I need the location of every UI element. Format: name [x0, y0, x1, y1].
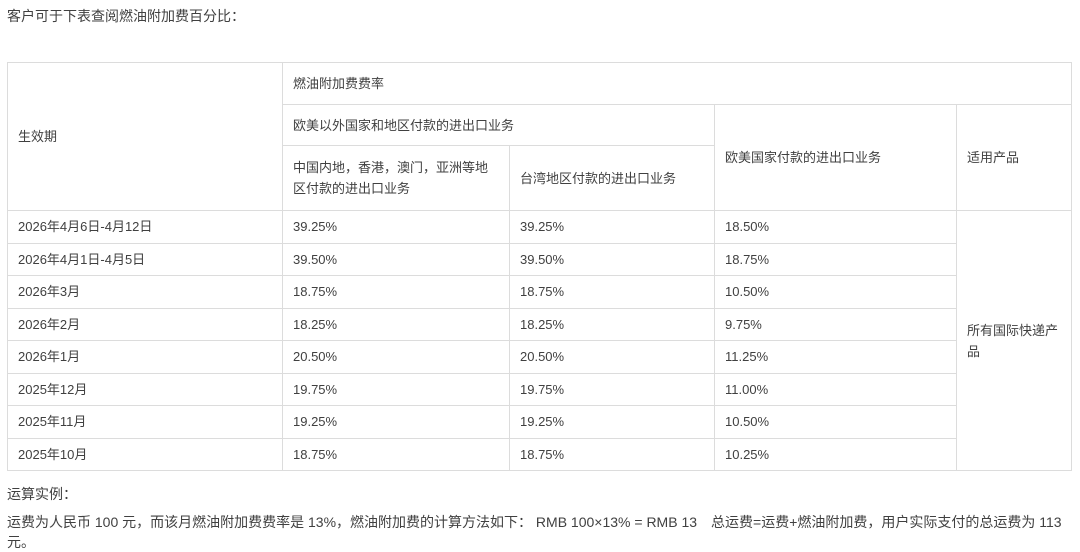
table-row: 2026年2月 18.25% 18.25% 9.75% [7, 307, 1072, 341]
rate-cell-cn-hk-mo-asia: 19.25% [282, 405, 510, 439]
header-row-1: 生效期 燃油附加费费率 [7, 62, 1073, 211]
rate-cell-cn-hk-mo-asia: 19.75% [282, 372, 510, 406]
rate-cell-western: 10.50% [714, 275, 957, 309]
calculation-example-label: 运算实例： [7, 486, 77, 502]
rate-cell-cn-hk-mo-asia: 39.50% [282, 242, 510, 276]
period-cell: 2026年2月 [7, 307, 283, 341]
rate-cell-cn-hk-mo-asia: 18.25% [282, 307, 510, 341]
table-row: 2025年10月 18.75% 18.75% 10.25% [7, 437, 1072, 471]
header-applicable-products: 适用产品 [955, 104, 1073, 211]
rate-cell-cn-hk-mo-asia: 20.50% [282, 340, 510, 374]
rate-cell-taiwan: 18.75% [509, 275, 715, 309]
header-row-3: 中国内地，香港，澳门，亚洲等地区付款的进出口业务 台湾地区付款的进出口业务 [8, 145, 1072, 211]
header-effective-period: 生效期 [7, 62, 283, 211]
header-cn-hk-mo-asia: 中国内地，香港，澳门，亚洲等地区付款的进出口业务 [282, 145, 510, 211]
rate-cell-western: 11.00% [714, 372, 957, 406]
rate-cell-western: 10.50% [714, 405, 957, 439]
period-cell: 2025年12月 [7, 372, 283, 406]
period-cell: 2026年3月 [7, 275, 283, 309]
rate-cell-western: 9.75% [714, 307, 957, 341]
period-cell: 2025年10月 [7, 437, 283, 471]
period-cell: 2025年11月 [7, 405, 283, 439]
period-cell: 2026年4月1日-4月5日 [7, 242, 283, 276]
rate-cell-cn-hk-mo-asia: 18.75% [282, 275, 510, 309]
table-row: 2026年1月 20.50% 20.50% 11.25% [7, 340, 1072, 374]
table-row: 2025年11月 19.25% 19.25% 10.50% [7, 405, 1072, 439]
rate-cell-taiwan: 39.50% [509, 242, 715, 276]
period-cell: 2026年4月6日-4月12日 [7, 210, 283, 244]
table-row: 2026年4月1日-4月5日 39.50% 39.50% 18.75% [7, 242, 1072, 276]
rate-cell-taiwan: 20.50% [509, 340, 715, 374]
table-row: 2026年3月 18.75% 18.75% 10.50% [7, 275, 1072, 309]
rate-cell-taiwan: 18.25% [509, 307, 715, 341]
header-fuel-surcharge-rate: 燃油附加费费率 [281, 62, 1073, 105]
rate-cell-taiwan: 39.25% [509, 210, 715, 244]
period-cell: 2026年1月 [7, 340, 283, 374]
header-taiwan: 台湾地区付款的进出口业务 [509, 145, 715, 211]
rate-cell-western: 18.50% [714, 210, 957, 244]
table-row: 2026年4月6日-4月12日 39.25% 39.25% 18.50% 所有国… [7, 210, 1073, 471]
rate-cell-western: 11.25% [714, 340, 957, 374]
calculation-example-text: 运费为人民币 100 元，而该月燃油附加费费率是 13%，燃油附加费的计算方法如… [7, 514, 1062, 550]
header-western-countries: 欧美国家付款的进出口业务 [714, 104, 957, 211]
rate-cell-taiwan: 19.25% [509, 405, 715, 439]
header-non-western-countries: 欧美以外国家和地区付款的进出口业务 [282, 104, 715, 146]
rate-cell-cn-hk-mo-asia: 18.75% [282, 437, 510, 471]
table-row: 2025年12月 19.75% 19.75% 11.00% [7, 372, 1072, 406]
applicable-products-cell: 所有国际快递产品 [955, 210, 1073, 471]
rate-cell-cn-hk-mo-asia: 39.25% [282, 210, 510, 244]
rate-cell-taiwan: 19.75% [509, 372, 715, 406]
rate-cell-western: 10.25% [714, 437, 957, 471]
fuel-surcharge-table: 生效期 燃油附加费费率 欧美以外国家和地区付款的进出口业务 欧美国家付款的进出口… [7, 62, 1073, 471]
page-title: 客户可于下表查阅燃油附加费百分比： [7, 8, 245, 24]
header-row-2: 欧美以外国家和地区付款的进出口业务 欧美国家付款的进出口业务 适用产品 [8, 104, 1073, 211]
rate-cell-taiwan: 18.75% [509, 437, 715, 471]
rate-cell-western: 18.75% [714, 242, 957, 276]
